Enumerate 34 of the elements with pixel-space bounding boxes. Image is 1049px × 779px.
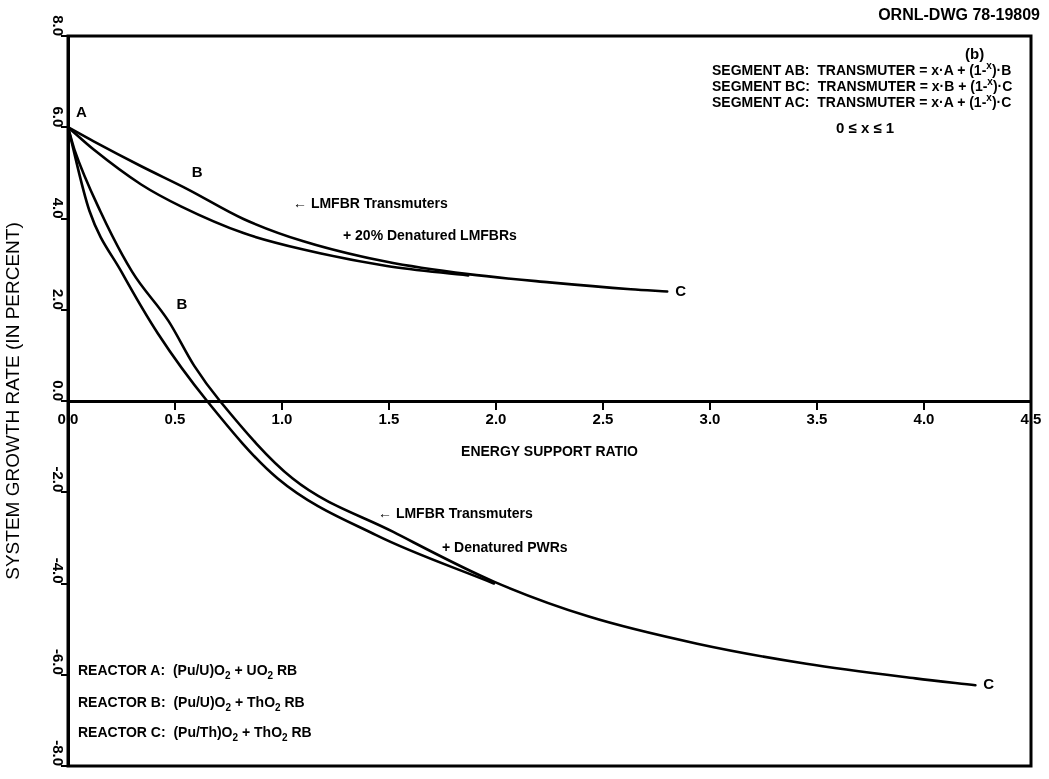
- x-tick-label: 4.0: [913, 410, 935, 428]
- annotation: + Denatured PWRs: [442, 539, 568, 556]
- annotation: C: [983, 675, 995, 693]
- annotation: REACTOR A: (Pu/U)O$_{2}$ + UO$_{2}$ RB: [78, 662, 298, 681]
- x-tick-label: 1.5: [378, 410, 400, 428]
- annotation: REACTOR C: (Pu/Th)O$_{2}$ + ThO$_{2}$ RB: [78, 724, 312, 743]
- y-tick-label: 0.0: [49, 380, 67, 401]
- x-tick-label: 3.0: [699, 410, 721, 428]
- y-tick-label: -6.0: [49, 648, 67, 675]
- y-tick-label: 2.0: [49, 288, 67, 310]
- y-tick-label: 4.0: [49, 197, 67, 219]
- x-tick-label: 0.5: [164, 410, 186, 428]
- y-tick-label: 6.0: [49, 106, 67, 128]
- y-tick-label: -2.0: [49, 466, 67, 493]
- text: ORNL-DWG 78-19809: [878, 6, 1040, 24]
- y-tick-label: -4.0: [49, 557, 67, 584]
- annotation: C: [675, 281, 687, 299]
- annotation: A: [76, 103, 87, 121]
- annotation: 0 ≤ x ≤ 1: [836, 119, 895, 137]
- annotation: REACTOR B: (Pu/U)O$_{2}$ + ThO$_{2}$ RB: [78, 694, 305, 713]
- x-tick-label: 1.0: [271, 410, 293, 428]
- annotation: ← LMFBR Transmuters: [293, 195, 448, 212]
- annotation: (b): [965, 45, 985, 63]
- annotation: + 20% Denatured LMFBRs: [343, 227, 517, 244]
- y-tick-label: 8.0: [49, 15, 67, 36]
- y-tick-label: -8.0: [49, 740, 67, 766]
- annotation: B: [191, 163, 203, 181]
- x-tick-label: 3.5: [806, 410, 828, 428]
- x-tick-label: 2.5: [592, 410, 614, 428]
- annotation: ← LMFBR Transmuters: [378, 505, 533, 522]
- y-axis-title: SYSTEM GROWTH RATE (IN PERCENT): [1, 222, 23, 580]
- x-tick-label: 2.0: [485, 410, 507, 428]
- annotation: B: [176, 295, 188, 313]
- x-axis-title: ENERGY SUPPORT RATIO: [461, 443, 639, 460]
